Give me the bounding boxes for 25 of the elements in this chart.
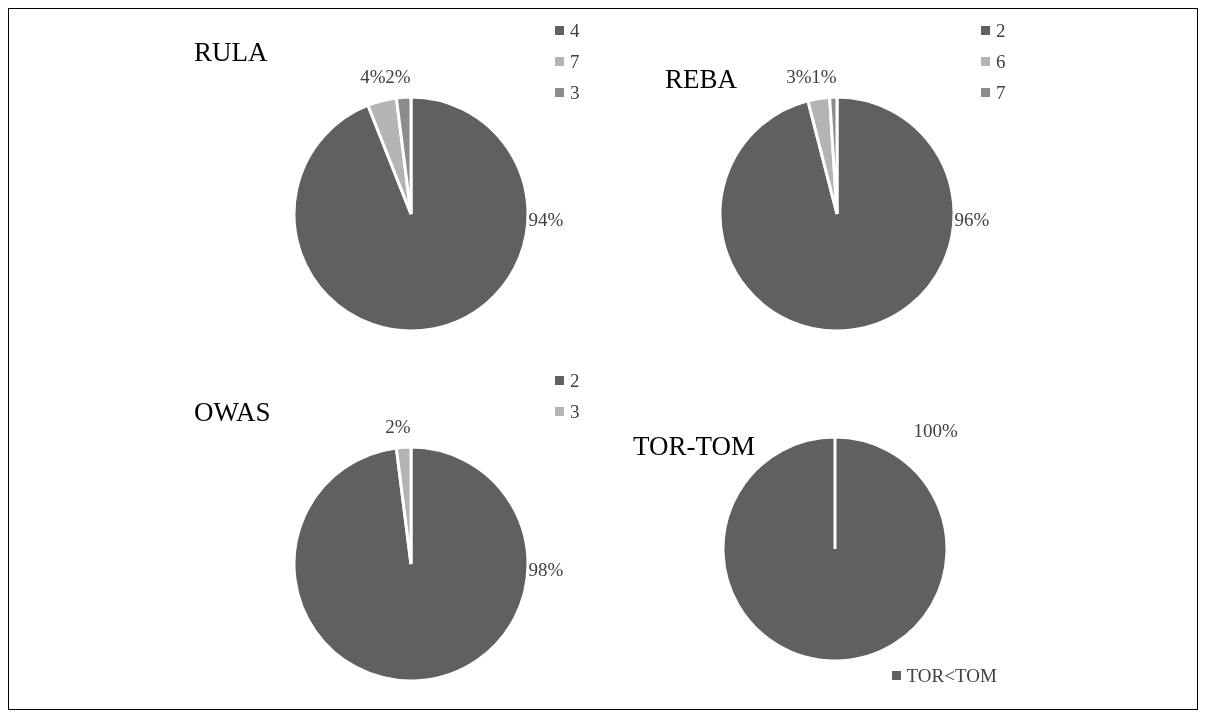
chart-title: TOR-TOM	[633, 431, 756, 462]
pie-slice	[292, 95, 530, 333]
pie-slice	[292, 445, 530, 683]
data-label: 96%	[954, 209, 990, 231]
legend-label: 7	[996, 81, 1006, 104]
text: REBA	[665, 64, 738, 95]
data-label: 2%	[385, 415, 411, 437]
legend-label: 3	[570, 81, 580, 104]
legend-label: 6	[996, 50, 1006, 73]
legend-label: 2	[570, 369, 580, 392]
legend-label: 2	[996, 19, 1006, 42]
data-label: 98%	[528, 559, 564, 581]
data-label: 3%	[786, 65, 812, 87]
data-label: 94%	[528, 209, 564, 231]
legend-label: 3	[570, 400, 580, 423]
data-label: 1%	[811, 65, 837, 87]
legend-label: 7	[570, 50, 580, 73]
data-label: 4%	[360, 65, 386, 87]
data-label: 100%	[913, 420, 958, 442]
data-label: 2%	[385, 65, 411, 87]
legend-label: TOR<TOM	[906, 664, 997, 687]
text: RULA	[194, 37, 268, 68]
text: OWAS	[194, 397, 271, 428]
legend-label: 4	[570, 19, 580, 42]
pie-slice	[718, 95, 956, 333]
